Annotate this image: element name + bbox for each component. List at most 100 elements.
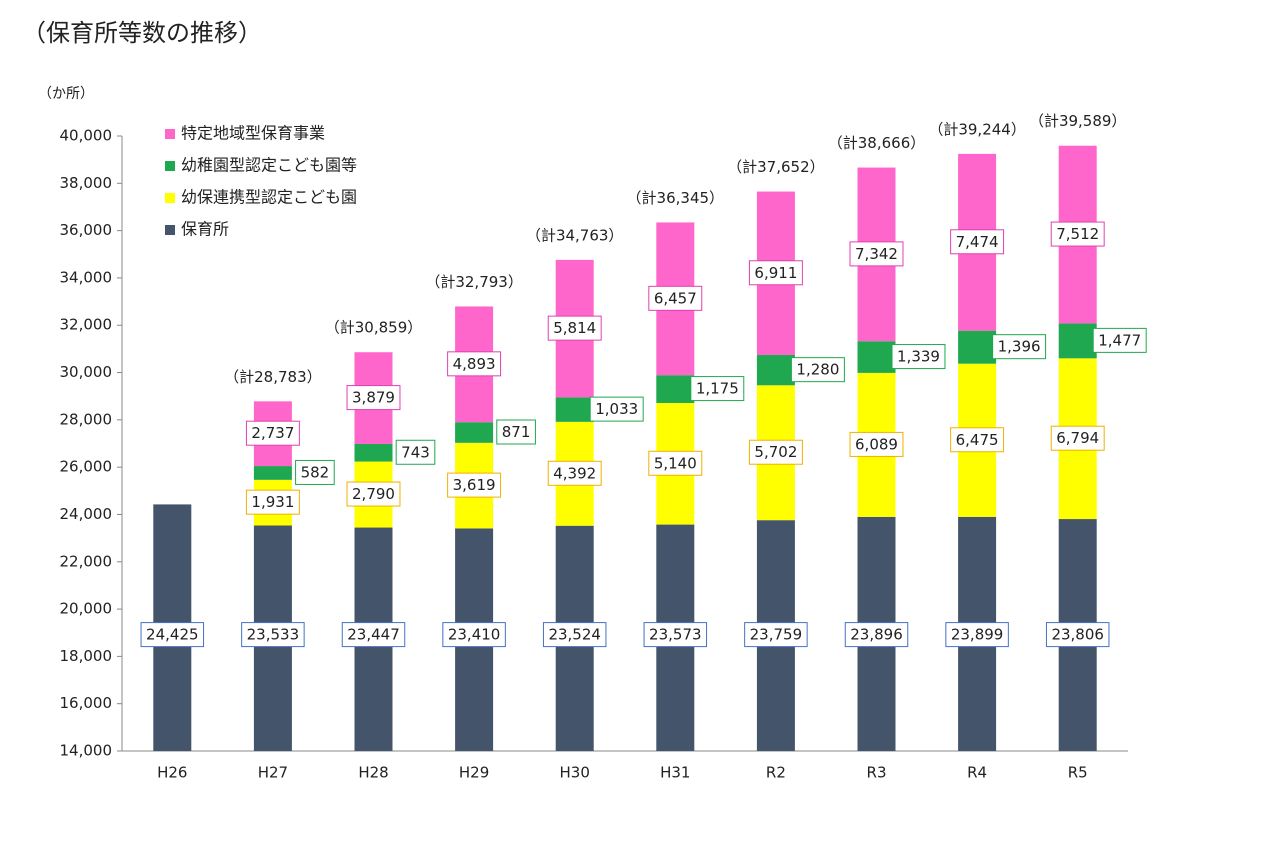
value-label: 24,425 [146,626,199,644]
value-label-box [690,376,745,402]
total-label: （計36,345） [627,189,725,207]
legend-swatch [165,129,175,139]
value-label: 5,702 [754,443,797,461]
value-label-box [1050,425,1105,451]
value-label-box [648,285,703,311]
x-tick-label: R2 [766,764,786,782]
value-label-box [945,622,1009,648]
value-label-box [245,489,300,515]
y-tick-label: 20,000 [60,600,113,618]
total-label: （計32,793） [425,273,523,291]
bar-segment [958,330,997,364]
y-tick-label: 34,000 [60,268,113,286]
x-tick-label: H29 [459,764,489,782]
y-tick-label: 28,000 [60,410,113,428]
value-label: 23,899 [951,626,1004,644]
value-label-box [442,622,506,648]
value-label: 871 [502,423,531,441]
y-tick-label: 18,000 [60,647,113,665]
bar-segment [656,375,695,403]
legend-label: 幼稚園型認定こども園等 [181,156,357,175]
chart-title: （保育所等数の推移） [22,19,262,47]
value-label-box [1092,327,1147,353]
value-label: 23,447 [347,626,400,644]
y-tick-label: 24,000 [60,505,113,523]
value-label-box [1045,622,1110,648]
y-tick-label: 26,000 [60,458,113,476]
value-label: 5,140 [654,454,697,472]
total-label: （計39,244） [928,120,1026,138]
value-label: 6,911 [754,264,797,282]
total-label: （計38,666） [828,134,926,152]
value-label: 1,033 [595,400,638,418]
value-label-box [790,357,845,383]
x-tick-label: R5 [1068,764,1088,782]
value-label-box [395,439,436,465]
legend-label: 特定地域型保育事業 [181,124,325,143]
value-label-box [950,427,1005,453]
value-label-box [844,622,909,648]
value-label-box [447,351,502,377]
value-label-box [447,472,502,498]
bar-segment [857,341,896,373]
value-label-box [950,229,1005,255]
y-tick-label: 40,000 [60,127,113,145]
value-label-box [992,334,1047,360]
value-label: 4,893 [453,355,496,373]
x-tick-label: H27 [258,764,288,782]
total-label: （計34,763） [526,226,624,244]
value-label-box [748,439,803,465]
total-label: （計28,783） [224,368,322,386]
value-label: 2,790 [352,485,395,503]
y-tick-label: 22,000 [60,552,113,570]
value-label: 23,533 [247,626,300,644]
value-label: 23,410 [448,626,501,644]
value-label: 1,931 [251,493,294,511]
value-label: 1,477 [1098,331,1141,349]
value-label-box [245,420,300,446]
x-tick-label: H30 [560,764,590,782]
value-label-box [891,344,946,370]
y-tick-label: 30,000 [60,363,113,381]
bar-segment [756,355,795,386]
value-label-box [643,622,708,648]
x-tick-label: R3 [867,764,887,782]
value-label: 23,573 [649,626,702,644]
value-label: 582 [301,463,330,481]
value-label: 7,474 [956,233,999,251]
value-label: 6,794 [1056,429,1099,447]
value-label: 3,879 [352,389,395,407]
value-label: 7,342 [855,245,898,263]
value-label: 23,896 [850,626,903,644]
value-label: 5,814 [553,319,596,337]
value-label-box [496,419,536,445]
bar-segment [354,443,393,462]
value-label-box [547,315,602,341]
value-label-box [589,396,644,422]
x-tick-label: R4 [967,764,987,782]
value-label-box [542,622,607,648]
legend-swatch [165,193,175,203]
value-label-box [648,450,703,476]
y-tick-label: 36,000 [60,221,113,239]
value-label: 1,175 [696,380,739,398]
value-label: 743 [401,443,430,461]
legend-swatch [165,161,175,171]
value-label-box [1050,221,1105,247]
total-label: （計39,589） [1029,112,1127,130]
value-label: 1,396 [998,338,1041,356]
value-label: 1,339 [897,348,940,366]
total-label: （計37,652） [727,158,825,176]
value-label: 23,524 [548,626,601,644]
x-tick-label: H31 [660,764,690,782]
x-tick-label: H26 [157,764,187,782]
value-label: 3,619 [453,476,496,494]
total-label: （計30,859） [325,319,423,337]
value-label: 6,457 [654,289,697,307]
value-label-box [140,622,205,648]
bar-segment [1058,323,1097,359]
value-label-box [346,481,401,507]
y-tick-label: 38,000 [60,174,113,192]
y-tick-label: 32,000 [60,316,113,334]
